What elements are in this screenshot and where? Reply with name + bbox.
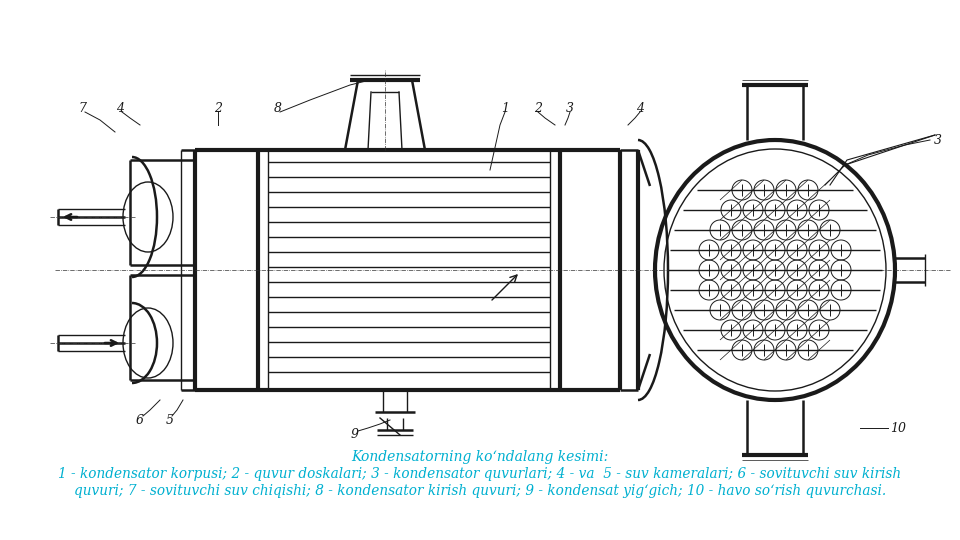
Text: 1 - kondensator korpusi; 2 - quvur doskalari; 3 - kondensator quvurlari; 4 - va : 1 - kondensator korpusi; 2 - quvur doska… <box>59 467 901 481</box>
Text: 4: 4 <box>636 102 644 114</box>
Text: quvuri; 7 - sovituvchi suv chiqishi; 8 - kondensator kirish quvuri; 9 - kondensa: quvuri; 7 - sovituvchi suv chiqishi; 8 -… <box>74 484 886 498</box>
Text: 9: 9 <box>351 429 359 442</box>
Text: 7: 7 <box>78 102 86 114</box>
Text: 1: 1 <box>501 102 509 114</box>
Text: 3: 3 <box>934 133 942 146</box>
Text: 6: 6 <box>136 414 144 427</box>
Text: 2: 2 <box>214 102 222 114</box>
Text: 10: 10 <box>890 422 906 435</box>
Text: 8: 8 <box>274 102 282 114</box>
Text: 2: 2 <box>534 102 542 114</box>
Text: Kondensatorning ko‘ndalang kesimi:: Kondensatorning ko‘ndalang kesimi: <box>351 450 609 464</box>
Text: 5: 5 <box>166 414 174 427</box>
Text: 3: 3 <box>566 102 574 114</box>
Text: 4: 4 <box>116 102 124 114</box>
